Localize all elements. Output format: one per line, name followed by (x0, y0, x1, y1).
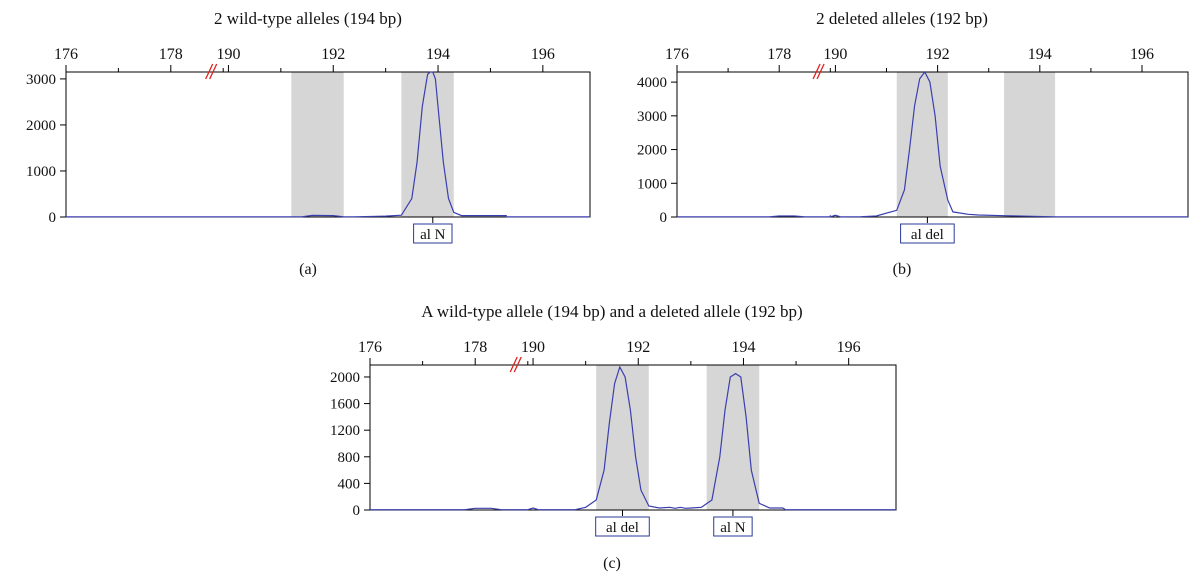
x-tick-label-a-0: 176 (54, 46, 78, 63)
y-tick-label-b-0: 0 (660, 210, 668, 226)
axis-break-mark-a-2 (209, 63, 218, 80)
plot-area-b: 176 178 190 192 194 196 0 1000 2000 3000 4000 al de… (637, 46, 1189, 244)
x-tick-label-b-1: 178 (767, 46, 791, 63)
x-tick-label-a-1: 178 (159, 46, 183, 63)
bin-shade-b-0 (896, 72, 948, 217)
x-tick-label-a-4: 194 (426, 46, 450, 63)
axis-break-mark-b-2 (816, 63, 825, 80)
y-tick-label-c-2: 800 (338, 450, 361, 466)
y-tick-label-c-4: 1600 (330, 397, 360, 413)
x-tick-label-b-0: 176 (665, 46, 689, 63)
trace-line-c-0 (370, 365, 896, 511)
trace-line-b-0 (677, 70, 1188, 218)
y-tick-label-a-2: 2000 (26, 118, 56, 134)
y-tick-label-a-1: 1000 (26, 164, 56, 180)
x-tick-label-c-4: 194 (731, 339, 755, 356)
plot-area-c: 176 178 190 192 194 196 0 400 800 1200 1600 2000 al … (330, 339, 897, 537)
axis-break-mark-b-1 (812, 63, 821, 80)
y-tick-label-b-2: 2000 (637, 143, 667, 159)
x-tick-label-c-5: 196 (837, 339, 861, 356)
y-tick-label-b-3: 3000 (637, 109, 667, 125)
bin-shade-b-1 (1004, 72, 1056, 217)
bin-shade-a-0 (291, 72, 344, 217)
x-tick-label-c-1: 178 (463, 339, 487, 356)
bin-shade-c-1 (706, 365, 760, 510)
plot-frame-c (369, 364, 897, 511)
plot-frame-b (676, 71, 1189, 218)
plot-area-a: 176 178 190 192 194 196 0 1000 2000 3000 al N (26, 46, 591, 244)
x-tick-label-b-4: 194 (1028, 46, 1052, 63)
peak-label-c-0: al del (606, 520, 639, 536)
x-tick-label-a-3: 192 (321, 46, 345, 63)
panel-label-b: (b) (893, 261, 912, 278)
trace-line-a-0 (66, 71, 590, 218)
panel-label-c: (c) (603, 555, 621, 572)
x-tick-label-a-5: 196 (531, 46, 555, 63)
peak-label-a-0: al N (420, 227, 446, 243)
peak-label-b-0: al del (911, 227, 944, 243)
chart-title-b: 2 deleted alleles (192 bp) (816, 9, 988, 28)
peak-label-box-b-0 (900, 223, 955, 244)
x-tick-label-b-2: 190 (823, 46, 847, 63)
y-tick-label-c-0: 0 (353, 503, 361, 519)
x-tick-label-b-3: 192 (926, 46, 950, 63)
y-tick-label-c-1: 400 (338, 476, 361, 492)
panel-label-a: (a) (299, 261, 317, 278)
axis-break-mark-a-1 (205, 63, 214, 80)
chart-title-c: A wild-type allele (194 bp) and a delete… (421, 302, 802, 321)
bin-shade-a-1 (401, 72, 454, 217)
x-tick-label-c-0: 176 (358, 339, 382, 356)
axis-break-mark-c-1 (509, 356, 518, 373)
y-tick-label-b-4: 4000 (637, 75, 667, 91)
peak-label-box-c-0 (595, 516, 650, 537)
y-tick-label-b-1: 1000 (637, 176, 667, 192)
peak-label-box-a-0 (413, 223, 453, 244)
x-tick-label-a-2: 190 (216, 46, 240, 63)
x-tick-label-b-5: 196 (1130, 46, 1154, 63)
x-tick-label-c-2: 190 (521, 339, 545, 356)
axis-break-mark-c-2 (513, 356, 522, 373)
peak-label-c-1: al N (720, 520, 746, 536)
y-tick-label-a-3: 3000 (26, 72, 56, 88)
y-tick-label-c-3: 1200 (330, 423, 360, 439)
chart-title-a: 2 wild-type alleles (194 bp) (214, 9, 402, 28)
y-tick-label-a-0: 0 (49, 210, 57, 226)
plot-frame-a (65, 71, 591, 218)
y-tick-label-c-5: 2000 (330, 370, 360, 386)
x-tick-label-c-3: 192 (626, 339, 650, 356)
peak-label-box-c-1 (713, 516, 753, 537)
